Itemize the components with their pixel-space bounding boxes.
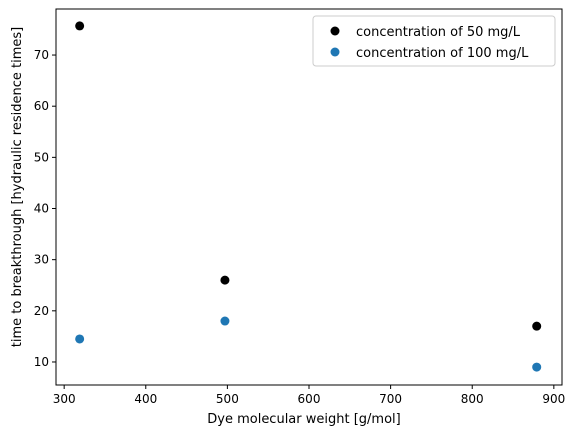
y-tick-label: 10 (34, 355, 49, 369)
y-tick-label: 70 (34, 48, 49, 62)
y-tick-label: 30 (34, 253, 49, 267)
data-point-series-1 (220, 275, 230, 285)
x-axis-label: Dye molecular weight [g/mol] (207, 412, 400, 427)
y-tick-label: 40 (34, 202, 49, 216)
y-axis-ticks: 10 20 30 40 50 60 70 (34, 48, 56, 369)
legend: concentration of 50 mg/L concentration of… (312, 15, 556, 67)
data-point-series-1 (532, 321, 542, 331)
y-tick-label: 50 (34, 150, 49, 164)
y-axis-label: time to breakthrough [hydraulic residenc… (10, 27, 25, 347)
data-point-series-2 (220, 316, 230, 326)
x-tick-label: 800 (461, 392, 484, 406)
y-tick-label: 20 (34, 304, 49, 318)
data-point-series-2 (75, 334, 85, 344)
x-tick-label: 400 (134, 392, 157, 406)
x-tick-label: 300 (53, 392, 76, 406)
legend-entry-label: concentration of 100 mg/L (356, 46, 529, 61)
x-tick-label: 700 (379, 392, 402, 406)
x-tick-label: 900 (542, 392, 565, 406)
data-point-series-2 (532, 362, 542, 372)
legend-box (312, 15, 556, 67)
x-tick-label: 600 (298, 392, 321, 406)
legend-marker (330, 47, 340, 57)
data-point-series-1 (75, 21, 85, 31)
data-points (75, 21, 542, 372)
y-tick-label: 60 (34, 99, 49, 113)
x-axis-ticks: 300 400 500 600 700 800 900 (53, 385, 565, 406)
legend-marker (330, 26, 340, 36)
x-tick-label: 500 (216, 392, 239, 406)
legend-entry-label: concentration of 50 mg/L (356, 25, 521, 40)
